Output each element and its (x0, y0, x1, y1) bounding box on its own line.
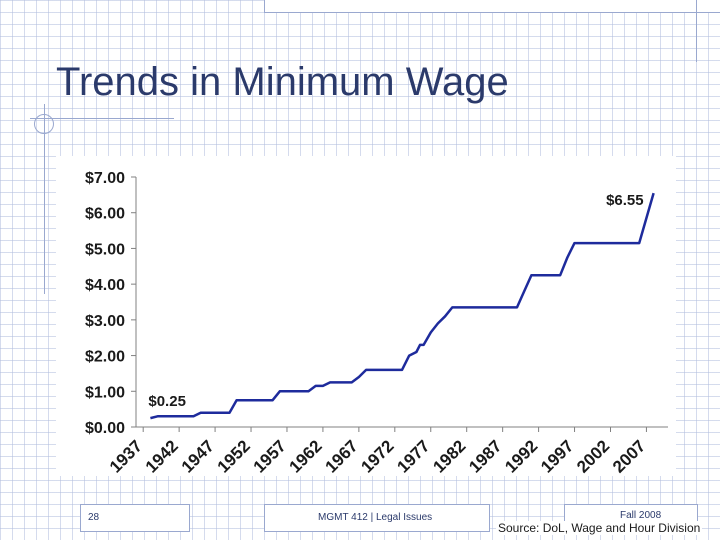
x-tick-label: 1957 (250, 436, 290, 476)
wage-series-line (150, 192, 655, 420)
title-underline (30, 118, 174, 119)
source-note: Source: DoL, Wage and Hour Division (496, 521, 703, 535)
y-tick-label: $5.00 (85, 241, 125, 258)
slide-title: Trends in Minimum Wage (56, 60, 509, 104)
minimum-wage-chart: $0.00 $1.00 $2.00 $3.00 $4.00 $5.00 $6.00 $7.00… (85, 170, 668, 476)
title-vertical-rule (44, 104, 45, 294)
x-tick-label: 1937 (106, 436, 146, 476)
x-tick-label: 1977 (393, 436, 433, 476)
y-tick-label: $2.00 (85, 349, 125, 366)
decorative-top-bar (264, 0, 720, 13)
x-tick-label: 1997 (537, 436, 577, 476)
x-tick-label: 2007 (609, 436, 649, 476)
value-annotation: $0.25 (148, 393, 186, 410)
x-tick-label: 1972 (357, 436, 397, 476)
y-tick-label: $0.00 (85, 420, 125, 437)
term-label: Fall 2008 (620, 510, 662, 521)
chart-panel: $0.00 $1.00 $2.00 $3.00 $4.00 $5.00 $6.00 $7.00… (56, 156, 676, 476)
x-tick-label: 1982 (429, 436, 469, 476)
x-tick-label: 2002 (573, 436, 613, 476)
y-tick-label: $6.00 (85, 206, 125, 223)
page-number: 28 (88, 512, 100, 523)
y-tick-label: $3.00 (85, 313, 125, 330)
y-tick-label: $4.00 (85, 277, 125, 294)
crosshair-ornament (34, 114, 54, 134)
footer-left-box (80, 504, 190, 532)
x-tick-label: 1952 (214, 436, 254, 476)
y-tick-label: $1.00 (85, 384, 125, 401)
x-tick-label: 1987 (465, 436, 505, 476)
x-tick-label: 1942 (142, 436, 182, 476)
course-label: MGMT 412 | Legal Issues (318, 512, 433, 523)
x-tick-label: 1992 (501, 436, 541, 476)
x-tick-label: 1962 (286, 436, 326, 476)
y-tick-label: $7.00 (85, 170, 125, 187)
value-annotation: $6.55 (606, 192, 644, 209)
x-tick-label: 1947 (178, 436, 218, 476)
footer-center-box (264, 504, 490, 532)
x-tick-label: 1967 (322, 436, 362, 476)
decorative-top-line (696, 0, 697, 62)
